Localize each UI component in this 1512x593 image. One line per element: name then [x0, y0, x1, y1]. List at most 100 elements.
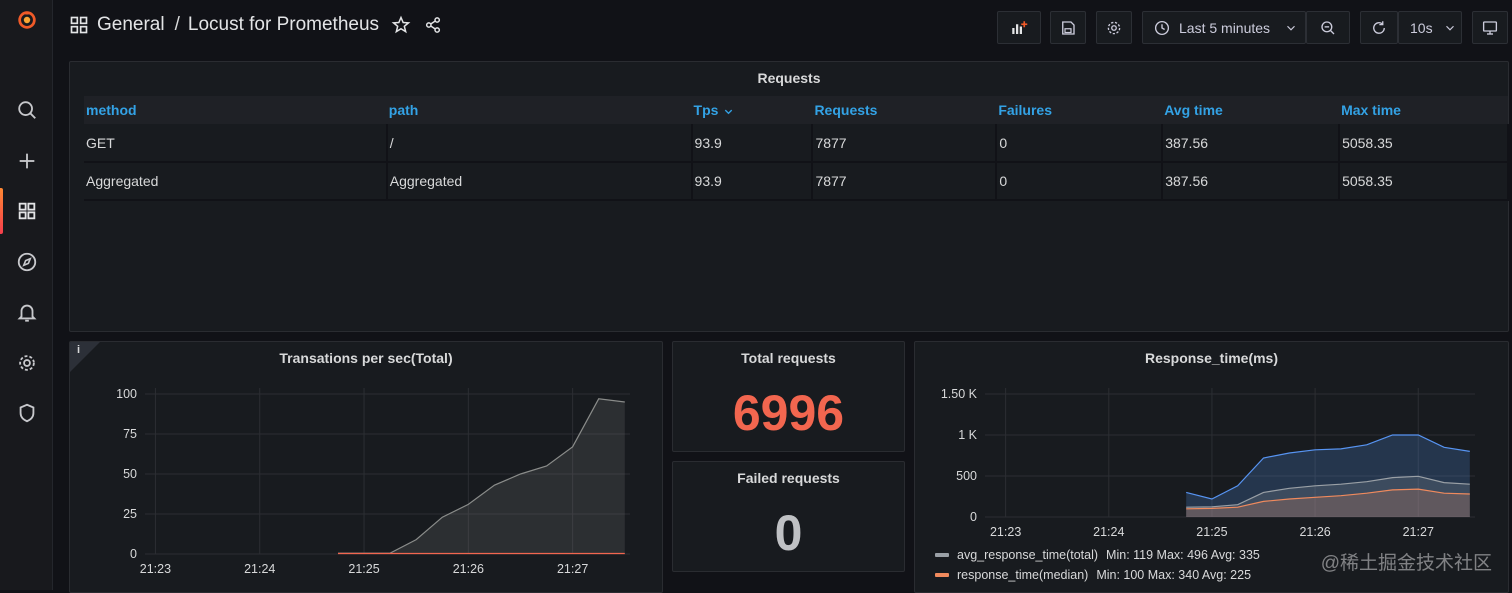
total-requests-panel[interactable]: Total requests 6996 [672, 341, 905, 452]
x-tick-label: 21:27 [1403, 525, 1434, 539]
search-icon[interactable] [0, 90, 53, 130]
legend-series-name: response_time(median) [957, 568, 1089, 582]
breadcrumb-separator: / [174, 14, 180, 35]
refresh-interval-picker[interactable]: 10s [1398, 11, 1462, 44]
x-tick-label: 21:23 [140, 562, 171, 576]
legend-item[interactable]: response_time(median) Min: 100 Max: 340 … [935, 568, 1251, 582]
dashboard-grid-icon [70, 16, 88, 34]
y-tick-label: 0 [970, 510, 977, 524]
column-header-tps-label: Tps [693, 102, 719, 118]
failed-requests-panel[interactable]: Failed requests 0 [672, 461, 905, 572]
shield-icon[interactable] [0, 393, 53, 433]
table-cell: / [386, 124, 693, 163]
table-header-row: method path Tps Requests Failures Avg ti… [84, 96, 1508, 124]
sort-desc-icon [725, 109, 733, 115]
chevron-down-icon [1287, 25, 1295, 31]
table-cell: 93.9 [691, 124, 814, 163]
table-cell: 5058.35 [1339, 124, 1509, 163]
table-cell: 7877 [812, 162, 998, 201]
refresh-interval-label: 10s [1410, 19, 1433, 36]
table-cell: Aggregated [84, 162, 388, 201]
series-area [337, 398, 625, 554]
y-tick-label: 500 [956, 469, 977, 483]
legend-swatch [935, 553, 949, 557]
column-header-path[interactable]: path [386, 96, 692, 124]
series-area [1186, 435, 1470, 517]
legend-swatch [935, 573, 949, 577]
refresh-icon [1373, 20, 1385, 34]
y-tick-label: 1.50 K [941, 387, 978, 401]
clock-icon [1154, 20, 1170, 35]
column-header-requests[interactable]: Requests [812, 96, 997, 124]
column-header-max-time[interactable]: Max time [1339, 96, 1508, 124]
panel-title: Failed requests [737, 470, 840, 486]
breadcrumb-folder[interactable]: General [97, 14, 165, 35]
table-cell: 387.56 [1162, 124, 1341, 163]
response-time-panel[interactable]: Response_time(ms) 1.50 K 1 K 500 0 21:23 21:2… [914, 341, 1509, 593]
legend-series-stats: Min: 119 Max: 496 Avg: 335 [1106, 548, 1260, 562]
x-tick-label: 21:25 [348, 562, 379, 576]
share-icon[interactable] [423, 15, 443, 35]
column-header-tps[interactable]: Tps [691, 96, 813, 124]
panel-title: Transations per sec(Total) [279, 350, 453, 366]
table-cell: 5058.35 [1339, 162, 1509, 201]
explore-compass-icon[interactable] [0, 242, 53, 282]
cycle-view-mode-button[interactable] [1472, 11, 1508, 44]
zoom-out-icon [1321, 20, 1335, 34]
legend-series-name: avg_response_time(total) [957, 548, 1099, 562]
panel-title: Response_time(ms) [1144, 350, 1279, 366]
gear-icon[interactable] [0, 343, 53, 383]
monitor-icon [1482, 20, 1498, 35]
y-tick-label: 25 [123, 507, 137, 521]
chevron-down-icon [1445, 25, 1454, 31]
save-dashboard-button[interactable] [1050, 11, 1086, 44]
watermark: @稀土掘金技术社区 [1320, 553, 1492, 574]
grafana-logo-icon[interactable] [0, 0, 53, 40]
dashboards-icon[interactable] [0, 191, 53, 231]
tps-chart-panel[interactable]: i Transations per sec(Total) 100 75 50 25 0 2… [69, 341, 663, 593]
y-tick-label: 75 [123, 427, 137, 441]
table-cell: 387.56 [1162, 162, 1341, 201]
column-header-failures[interactable]: Failures [996, 96, 1163, 124]
column-header-avg-time[interactable]: Avg time [1162, 96, 1340, 124]
table-cell: 0 [996, 162, 1164, 201]
sidebar-active-indicator [0, 188, 3, 234]
x-tick-label: 21:24 [244, 562, 275, 576]
legend-series-stats: Min: 100 Max: 340 Avg: 225 [1096, 568, 1252, 582]
plus-icon[interactable] [0, 141, 53, 181]
x-tick-label: 21:24 [1093, 525, 1124, 539]
dashboard-title[interactable]: Locust for Prometheus [187, 14, 380, 35]
info-icon: i [77, 344, 81, 356]
dashboard-settings-button[interactable] [1096, 11, 1132, 44]
sidebar [0, 0, 53, 590]
table-cell: 93.9 [691, 162, 814, 201]
x-tick-label: 21:26 [1299, 525, 1330, 539]
failed-requests-value: 0 [774, 505, 803, 561]
time-range-label: Last 5 minutes [1179, 19, 1271, 36]
x-tick-label: 21:25 [1196, 525, 1227, 539]
add-panel-icon [1012, 20, 1028, 34]
zoom-out-button[interactable] [1306, 11, 1350, 44]
tps-chart: 100 75 50 25 021:23 21:24 21:25 21:26 21:27 [116, 387, 630, 576]
table-row: Aggregated Aggregated 93.9 7877 0 387.56… [84, 162, 1509, 201]
series-line [1186, 475, 1470, 508]
star-icon[interactable] [391, 15, 411, 35]
series-line [1186, 488, 1470, 510]
x-tick-label: 21:23 [990, 525, 1021, 539]
refresh-button[interactable] [1360, 11, 1398, 44]
bell-icon[interactable] [0, 292, 53, 332]
x-tick-label: 21:26 [453, 562, 484, 576]
add-panel-button[interactable] [997, 11, 1041, 44]
save-icon [1062, 20, 1075, 35]
table-cell: Aggregated [386, 162, 693, 201]
requests-table-panel[interactable]: Requests method path Tps Requests Failur… [69, 61, 1509, 332]
top-bar: General / Locust for Prometheus Last 5 m… [53, 0, 1512, 58]
y-tick-label: 1 K [958, 428, 977, 442]
gear-icon [1107, 21, 1121, 34]
time-range-picker[interactable]: Last 5 minutes [1142, 11, 1306, 44]
legend-item[interactable]: avg_response_time(total) Min: 119 Max: 4… [935, 548, 1260, 562]
panel-title: Requests [757, 70, 821, 86]
column-header-method[interactable]: method [84, 96, 387, 124]
y-tick-label: 0 [130, 547, 137, 561]
panel-info-corner[interactable] [70, 342, 100, 372]
